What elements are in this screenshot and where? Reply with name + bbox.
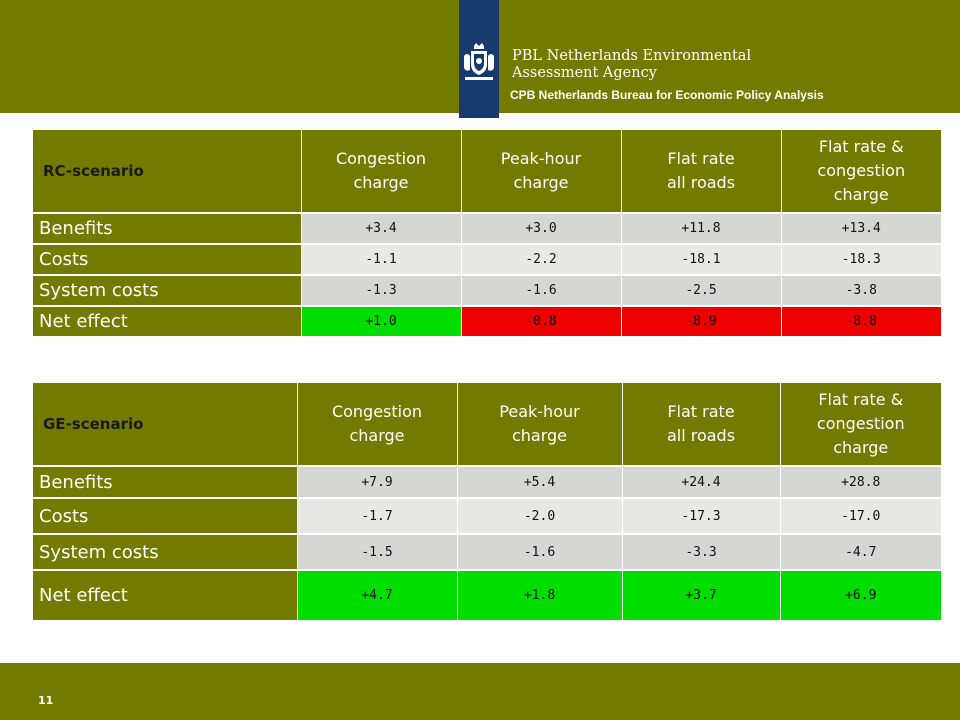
value-cell: -2.2 xyxy=(460,243,621,275)
value-cell: +13.4 xyxy=(780,212,941,244)
column-header: Congestion charge xyxy=(300,130,461,213)
table-row: Net effect +4.7 +1.8 +3.7 +6.9 xyxy=(33,569,941,620)
value-cell: -18.3 xyxy=(780,243,941,275)
cpb-subtitle: CPB Netherlands Bureau for Economic Poli… xyxy=(510,88,824,102)
row-label: System costs xyxy=(33,533,297,570)
value-cell: -3.8 xyxy=(780,274,941,306)
value-cell: -1.6 xyxy=(460,274,621,306)
column-header: Flat rate & congestion charge xyxy=(780,130,941,213)
net-effect-cell: +6.9 xyxy=(779,569,941,620)
net-effect-cell: -0.8 xyxy=(460,305,621,336)
table-row: Costs -1.7 -2.0 -17.3 -17.0 xyxy=(33,497,941,534)
value-cell: +11.8 xyxy=(620,212,781,244)
column-header: Flat rate all roads xyxy=(620,130,781,213)
coat-of-arms-icon xyxy=(464,43,494,80)
header-bar: PBL Netherlands Environmental Assessment… xyxy=(0,0,960,118)
logo-bar xyxy=(459,0,499,118)
row-label: Costs xyxy=(33,497,297,534)
value-cell: -1.1 xyxy=(300,243,461,275)
value-cell: -2.0 xyxy=(456,497,622,534)
table-title: RC-scenario xyxy=(33,130,301,213)
row-label: Costs xyxy=(33,243,301,275)
table-row: System costs -1.3 -1.6 -2.5 -3.8 xyxy=(33,274,941,306)
net-effect-cell: -8.8 xyxy=(780,305,941,336)
column-header: Flat rate & congestion charge xyxy=(779,383,941,466)
value-cell: -4.7 xyxy=(779,533,941,570)
net-effect-cell: +1.0 xyxy=(300,305,461,336)
footer-bar: 11 xyxy=(0,663,960,720)
value-cell: -1.3 xyxy=(300,274,461,306)
net-effect-cell: +1.8 xyxy=(456,569,622,620)
value-cell: +24.4 xyxy=(621,465,780,498)
value-cell: -3.3 xyxy=(621,533,780,570)
row-label: Benefits xyxy=(33,465,297,498)
row-label: Benefits xyxy=(33,212,301,244)
table-row: Net effect +1.0 -0.8 -8.9 -8.8 xyxy=(33,305,941,336)
value-cell: +5.4 xyxy=(456,465,622,498)
value-cell: -17.0 xyxy=(779,497,941,534)
row-label: Net effect xyxy=(33,305,301,336)
value-cell: +3.0 xyxy=(460,212,621,244)
value-cell: -2.5 xyxy=(620,274,781,306)
net-effect-cell: +3.7 xyxy=(621,569,780,620)
table-row: Benefits +3.4 +3.0 +11.8 +13.4 xyxy=(33,212,941,244)
rc-scenario-table: RC-scenario Congestion charge Peak-hour ch… xyxy=(33,130,941,336)
value-cell: +28.8 xyxy=(779,465,941,498)
net-effect-cell: +4.7 xyxy=(296,569,457,620)
value-cell: -18.1 xyxy=(620,243,781,275)
column-header: Peak-hour charge xyxy=(456,383,622,466)
row-label: Net effect xyxy=(33,569,297,620)
value-cell: -17.3 xyxy=(621,497,780,534)
value-cell: -1.7 xyxy=(296,497,457,534)
ge-scenario-table: GE-scenario Congestion charge Peak-hour ch… xyxy=(33,383,941,620)
value-cell: +7.9 xyxy=(296,465,457,498)
value-cell: -1.6 xyxy=(456,533,622,570)
table-row: Costs -1.1 -2.2 -18.1 -18.3 xyxy=(33,243,941,275)
column-header: Peak-hour charge xyxy=(460,130,621,213)
table-title: GE-scenario xyxy=(33,383,297,466)
column-header: Flat rate all roads xyxy=(621,383,780,466)
row-label: System costs xyxy=(33,274,301,306)
org-name-line1: PBL Netherlands Environmental xyxy=(512,48,752,64)
value-cell: +3.4 xyxy=(300,212,461,244)
column-header: Congestion charge xyxy=(296,383,457,466)
net-effect-cell: -8.9 xyxy=(620,305,781,336)
table-row: Benefits +7.9 +5.4 +24.4 +28.8 xyxy=(33,465,941,498)
table-row: System costs -1.5 -1.6 -3.3 -4.7 xyxy=(33,533,941,570)
org-name-line2: Assessment Agency xyxy=(512,65,657,81)
page-number: 11 xyxy=(38,694,54,707)
value-cell: -1.5 xyxy=(296,533,457,570)
